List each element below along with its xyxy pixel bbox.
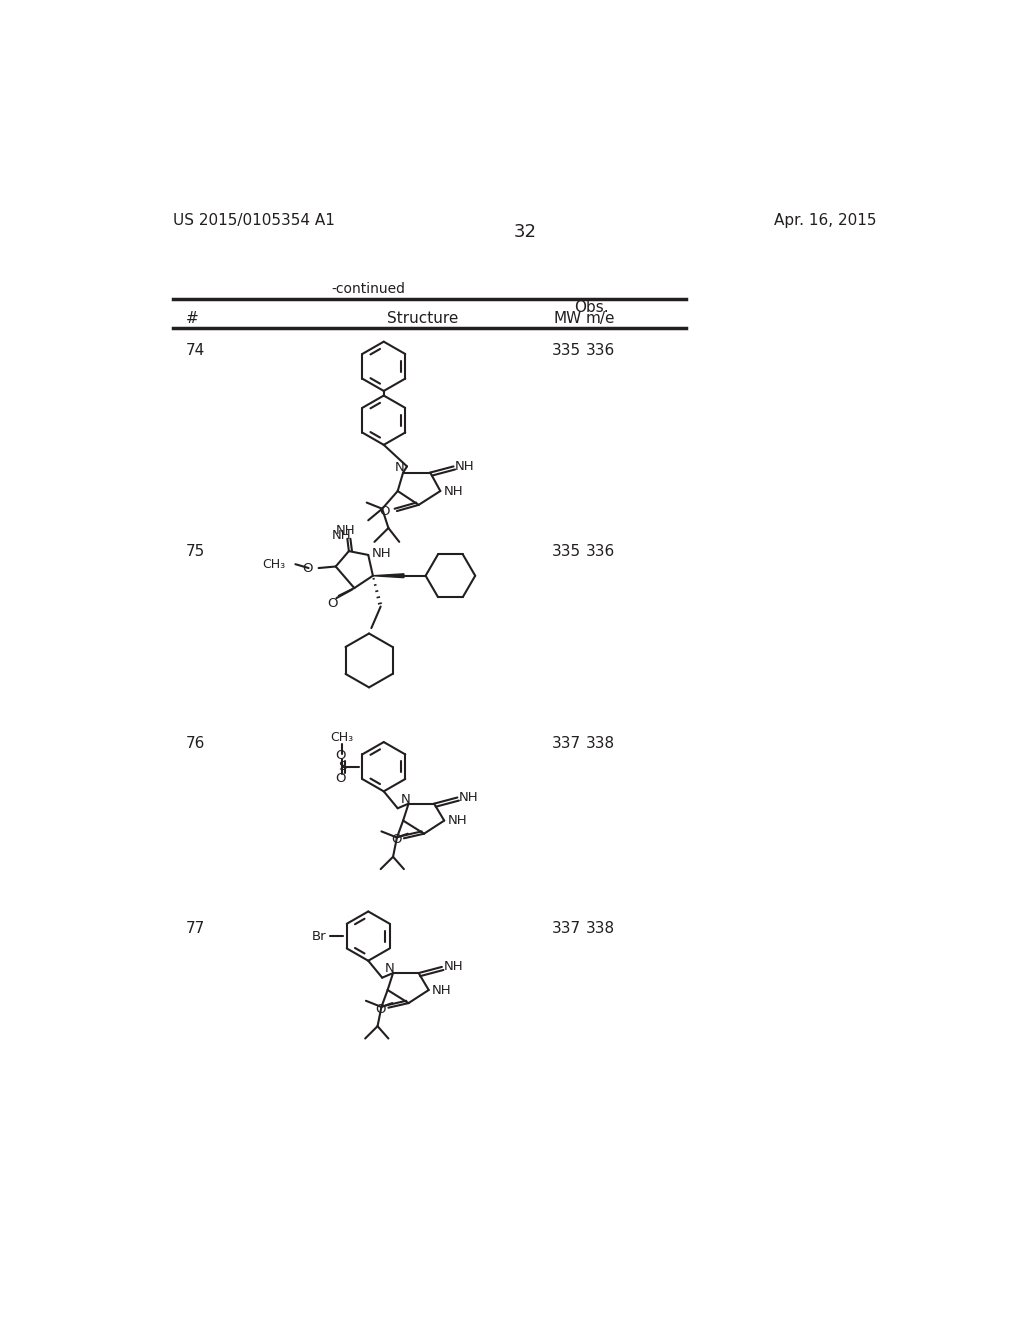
Text: -continued: -continued — [331, 282, 406, 296]
Text: NH: NH — [432, 983, 452, 997]
Polygon shape — [373, 574, 403, 578]
Text: O: O — [335, 772, 346, 785]
Text: N: N — [385, 962, 395, 975]
Text: NH: NH — [336, 524, 355, 537]
Text: 32: 32 — [513, 223, 537, 240]
Text: NH: NH — [443, 484, 463, 498]
Text: 75: 75 — [186, 544, 206, 558]
Text: #: # — [186, 312, 199, 326]
Text: 76: 76 — [186, 737, 206, 751]
Text: 337: 337 — [552, 737, 582, 751]
Text: NH: NH — [447, 814, 467, 828]
Text: Br: Br — [311, 929, 327, 942]
Text: NH: NH — [459, 791, 478, 804]
Text: N: N — [400, 792, 411, 805]
Text: 74: 74 — [186, 343, 206, 359]
Text: NH: NH — [443, 961, 463, 973]
Text: MW: MW — [553, 312, 582, 326]
Text: Structure: Structure — [387, 312, 458, 326]
Text: 335: 335 — [552, 544, 582, 558]
Text: NH: NH — [372, 546, 391, 560]
Text: 336: 336 — [586, 544, 614, 558]
Text: 337: 337 — [552, 921, 582, 936]
Text: 338: 338 — [586, 921, 614, 936]
Text: O: O — [302, 561, 312, 574]
Text: CH₃: CH₃ — [262, 557, 286, 570]
Text: Apr. 16, 2015: Apr. 16, 2015 — [774, 213, 877, 227]
Text: 335: 335 — [552, 343, 582, 359]
Text: NH: NH — [332, 529, 351, 543]
Text: 338: 338 — [586, 737, 614, 751]
Text: US 2015/0105354 A1: US 2015/0105354 A1 — [173, 213, 335, 227]
Text: O: O — [335, 748, 346, 762]
Text: 336: 336 — [586, 343, 614, 359]
Text: N: N — [395, 462, 404, 474]
Text: O: O — [379, 504, 390, 517]
Text: O: O — [328, 597, 338, 610]
Text: NH: NH — [455, 459, 475, 473]
Text: O: O — [391, 833, 401, 846]
Text: m/e: m/e — [585, 312, 614, 326]
Text: Obs.: Obs. — [573, 300, 608, 314]
Text: S: S — [338, 760, 346, 774]
Text: CH₃: CH₃ — [331, 731, 353, 744]
Text: O: O — [376, 1003, 386, 1016]
Text: 77: 77 — [186, 921, 206, 936]
